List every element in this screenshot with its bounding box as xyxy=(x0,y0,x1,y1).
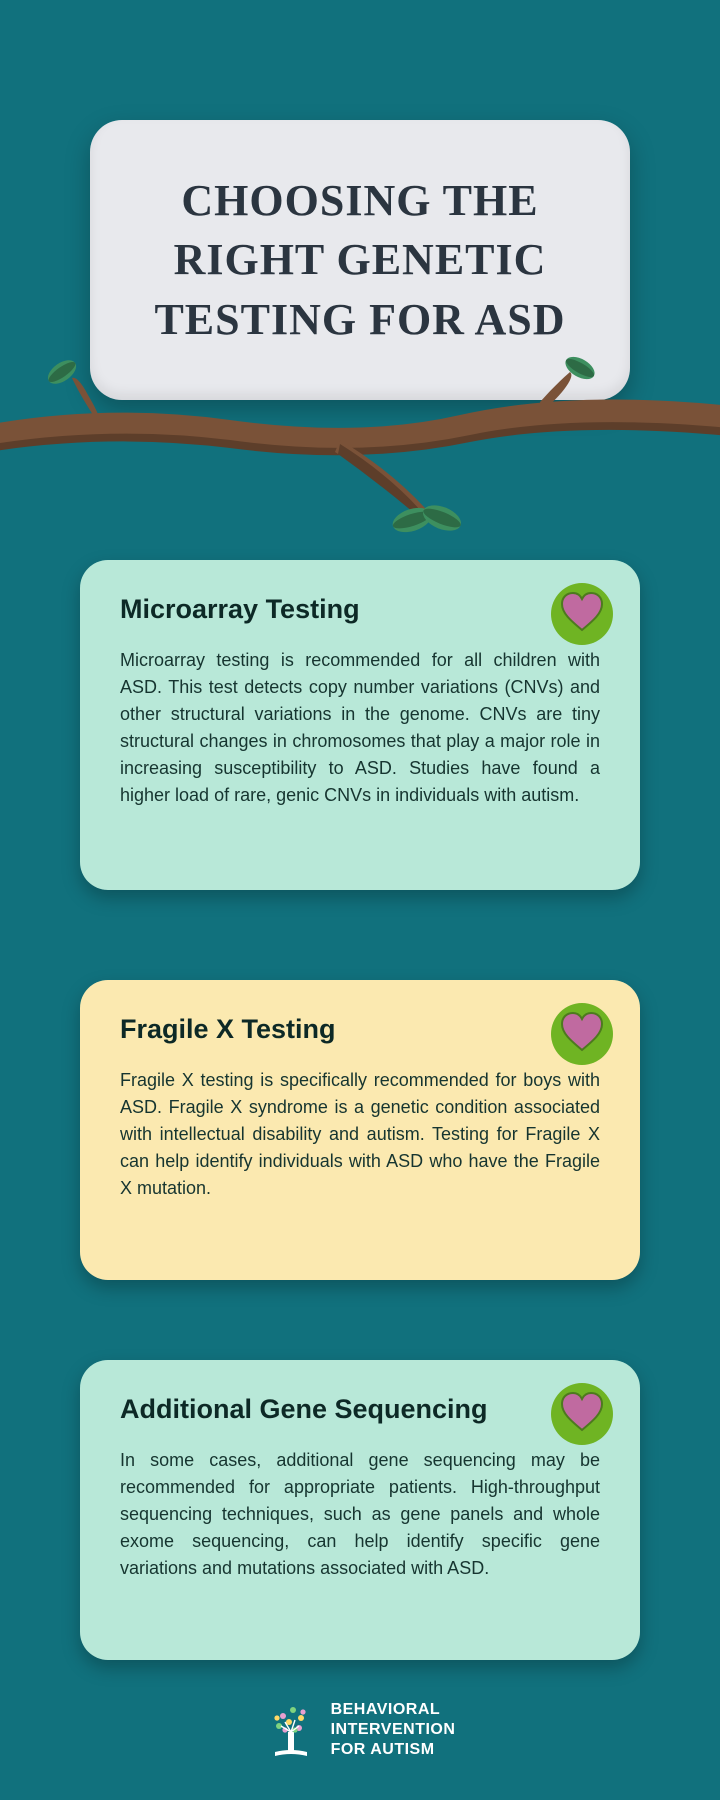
card-microarray: Microarray Testing Microarray testing is… xyxy=(80,560,640,890)
branch-illustration xyxy=(0,340,720,560)
card-gene-sequencing: Additional Gene Sequencing In some cases… xyxy=(80,1360,640,1660)
card-body: Fragile X testing is specifically recomm… xyxy=(120,1067,600,1202)
heart-icon xyxy=(550,582,614,646)
heart-icon xyxy=(550,1002,614,1066)
heart-icon xyxy=(550,1382,614,1446)
tree-logo-icon xyxy=(265,1702,317,1758)
card-title: Additional Gene Sequencing xyxy=(120,1394,600,1425)
footer-line: FOR AUTISM xyxy=(331,1740,456,1760)
page-title: CHOOSING THE RIGHT GENETIC TESTING FOR A… xyxy=(130,171,590,349)
footer-line: INTERVENTION xyxy=(331,1720,456,1740)
card-fragile-x: Fragile X Testing Fragile X testing is s… xyxy=(80,980,640,1280)
card-body: Microarray testing is recommended for al… xyxy=(120,647,600,809)
card-title: Fragile X Testing xyxy=(120,1014,600,1045)
footer: BEHAVIORAL INTERVENTION FOR AUTISM xyxy=(0,1700,720,1760)
card-body: In some cases, additional gene sequencin… xyxy=(120,1447,600,1582)
footer-line: BEHAVIORAL xyxy=(331,1700,456,1720)
footer-brand: BEHAVIORAL INTERVENTION FOR AUTISM xyxy=(331,1700,456,1760)
card-title: Microarray Testing xyxy=(120,594,600,625)
